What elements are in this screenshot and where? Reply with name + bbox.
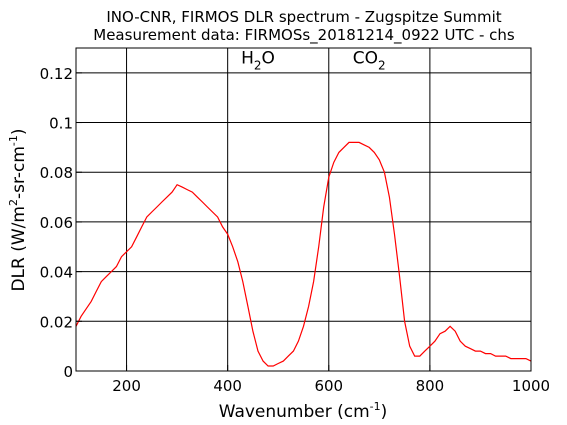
x-tick-label: 400 — [213, 377, 242, 395]
band-label: CO2 — [353, 49, 386, 73]
chart-title: INO-CNR, FIRMOS DLR spectrum - Zugspitze… — [106, 8, 501, 26]
y-tick-label: 0.06 — [40, 214, 73, 232]
x-axis-label: Wavenumber (cm-1) — [219, 400, 388, 422]
ticks: 200 400 600 800 1000 0 0.02 0.04 0.06 0.08 0.1 0.12 — [40, 65, 551, 395]
annotations: H2O CO2 — [241, 49, 386, 73]
x-tick-label: 1000 — [512, 377, 550, 395]
y-tick-label: 0.1 — [49, 115, 73, 133]
y-tick-label: 0.08 — [40, 164, 73, 182]
y-tick-label: 0.02 — [40, 313, 73, 331]
y-axis-label: DLR (W/m2-sr-cm-1) — [7, 128, 29, 291]
y-tick-label: 0.12 — [40, 65, 73, 83]
x-tick-label: 200 — [112, 377, 141, 395]
y-tick-label: 0.04 — [40, 264, 73, 282]
spectrum-line — [75, 141, 532, 367]
band-label: H2O — [241, 49, 275, 73]
plot-frame — [75, 47, 532, 372]
x-tick-label: 600 — [314, 377, 343, 395]
y-tick-label: 0 — [63, 363, 73, 381]
grid — [76, 48, 531, 371]
chart-subtitle: Measurement data: FIRMOSs_20181214_0922 … — [93, 26, 515, 45]
x-tick-label: 800 — [416, 377, 445, 395]
data-layer — [75, 141, 532, 367]
